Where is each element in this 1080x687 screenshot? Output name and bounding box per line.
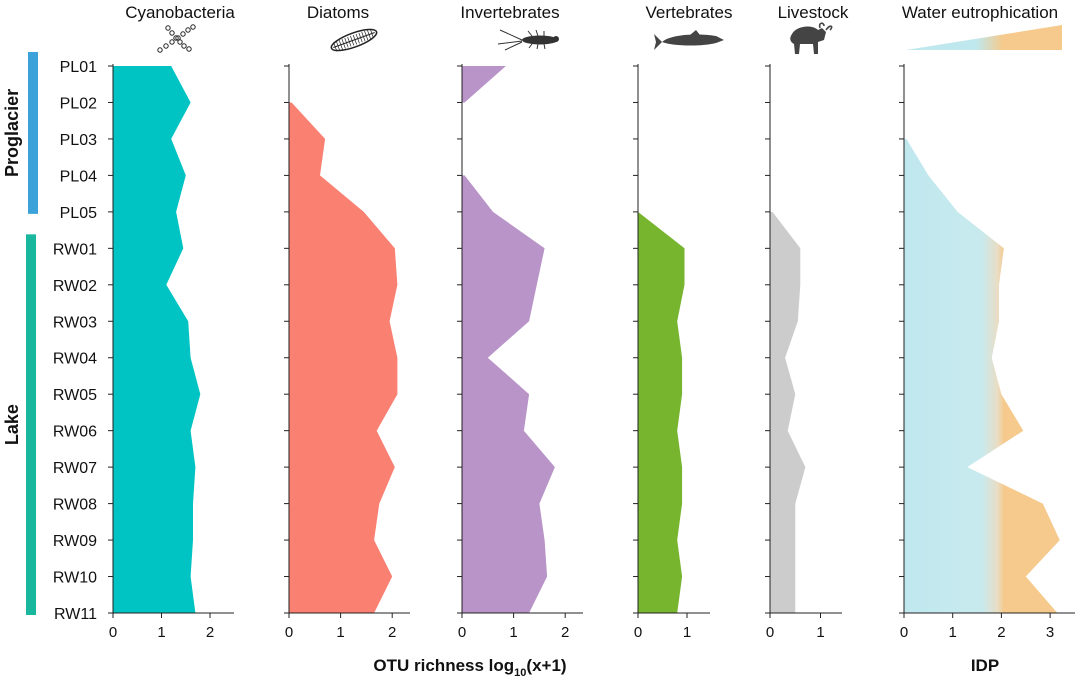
area-invertebrates (462, 175, 555, 613)
cell-bead (165, 25, 171, 31)
group-label-lake: Lake (2, 404, 22, 445)
panel-title-vertebrates: Vertebrates (646, 3, 733, 22)
panel-title-invertebrates: Invertebrates (460, 3, 559, 22)
larva-head (553, 36, 559, 42)
site-label: RW05 (53, 387, 97, 404)
site-label: PL02 (60, 95, 97, 112)
area-water-eutrophication (904, 138, 1060, 613)
yak-horns (818, 22, 833, 31)
diatom-icon (330, 28, 378, 52)
x-axis-title-idp: IDP (971, 656, 999, 675)
site-label: RW06 (53, 424, 97, 441)
x-axis-title-subscript: 10 (514, 667, 526, 679)
diatom-stria (366, 29, 372, 40)
x-tick-label: 1 (683, 624, 691, 641)
x-tick-label: 3 (1046, 624, 1054, 641)
site-label: RW07 (53, 460, 97, 477)
site-label: RW09 (53, 533, 97, 550)
x-tick-label: 2 (388, 624, 396, 641)
cell-bead (186, 46, 192, 52)
cell-bead (190, 24, 196, 30)
diatom-stria (364, 30, 369, 41)
x-tick-label: 2 (206, 624, 214, 641)
diatom-stria (335, 40, 341, 51)
site-label: RW04 (53, 351, 97, 368)
diatom-stria (344, 37, 349, 48)
diatom-stria (338, 39, 343, 50)
site-label: RW11 (54, 606, 97, 623)
site-label: RW03 (53, 314, 97, 331)
x-tick-label: 2 (561, 624, 569, 641)
larva-tails (497, 29, 523, 51)
cyanobacteria-icon (157, 24, 196, 53)
diatom-stria (341, 38, 346, 49)
site-label: RW10 (53, 570, 97, 587)
x-tick-label: 1 (157, 624, 165, 641)
x-tick-label: 1 (509, 624, 517, 641)
x-axis-title-otu: OTU richness log10(x+1) (373, 656, 566, 679)
cell-bead (173, 35, 179, 41)
diatom-stria (333, 42, 338, 52)
panel-title-livestock: Livestock (778, 3, 849, 22)
area-invertebrates (462, 66, 506, 103)
fish-tail (654, 34, 662, 50)
group-bar-proglacier (28, 52, 38, 214)
area-diatoms (289, 102, 398, 613)
site-label: RW08 (53, 497, 97, 514)
group-label-proglacier: Proglacier (2, 89, 22, 177)
diatom-stria (347, 36, 352, 47)
x-axis-title-main: OTU richness log (373, 656, 514, 675)
area-livestock (770, 211, 806, 613)
yak-body (790, 26, 826, 54)
x-tick-label: 2 (997, 624, 1005, 641)
fish-fin (690, 30, 700, 35)
diatom-stria (350, 35, 355, 46)
area-cyanobacteria (113, 66, 201, 613)
diatom-raphe (333, 32, 375, 48)
x-tick-label: 1 (816, 624, 824, 641)
x-tick-label: 0 (285, 624, 293, 641)
cell-bead (169, 30, 175, 36)
cell-bead (157, 47, 163, 53)
x-tick-label: 0 (900, 624, 908, 641)
x-axis-title-suffix: (x+1) (526, 656, 566, 675)
x-tick-label: 1 (949, 624, 957, 641)
x-tick-label: 0 (458, 624, 466, 641)
site-label: RW02 (53, 278, 97, 295)
cell-bead (180, 31, 186, 37)
diatom-stria (361, 31, 366, 42)
cell-bead (163, 43, 169, 49)
x-tick-label: 0 (109, 624, 117, 641)
x-tick-label: 1 (336, 624, 344, 641)
diatom-stria (352, 34, 357, 45)
larva-legs (527, 29, 546, 50)
x-tick-label: 0 (634, 624, 642, 641)
area-vertebrates (638, 211, 685, 613)
gradient-wedge-icon (906, 25, 1062, 50)
site-label: PL03 (60, 132, 97, 149)
site-label: RW01 (53, 241, 97, 258)
group-bar-lake (26, 234, 36, 616)
insect-larva-icon (497, 29, 559, 51)
fish-icon (654, 30, 724, 50)
panel-title-diatoms: Diatoms (307, 3, 369, 22)
diatom-stria (369, 28, 374, 39)
yak-icon (790, 22, 833, 54)
larva-body (522, 35, 558, 45)
x-tick-label: 0 (766, 624, 774, 641)
cell-bead (177, 39, 183, 45)
diatom-stria (355, 33, 360, 44)
site-label: PL05 (60, 205, 97, 222)
cell-bead (185, 27, 191, 33)
cell-bead (169, 39, 175, 45)
panel-title-water-eutrophication: Water eutrophication (902, 3, 1058, 22)
cell-bead (181, 43, 187, 49)
diatom-stria (358, 32, 363, 43)
site-label: PL01 (60, 59, 97, 76)
site-label: PL04 (60, 168, 97, 185)
panel-title-cyanobacteria: Cyanobacteria (125, 3, 235, 22)
fish-body (662, 34, 724, 46)
